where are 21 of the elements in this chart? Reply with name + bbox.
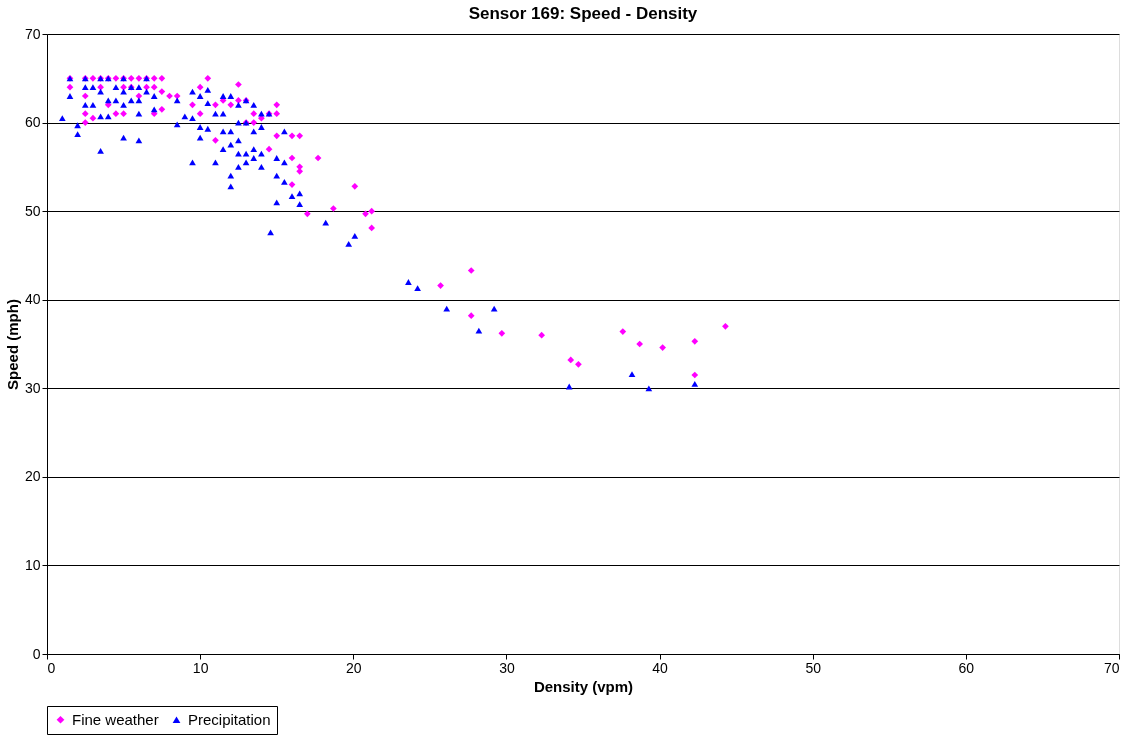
y-tick-label: 10 (24, 556, 41, 573)
x-tick-label: 30 (499, 659, 515, 676)
legend-label: Precipitation (188, 710, 271, 728)
legend-label: Fine weather (72, 710, 159, 728)
x-axis-title: Density (vpm) (533, 677, 634, 695)
y-tick-label: 50 (24, 202, 41, 219)
y-tick-label: 40 (24, 291, 41, 308)
y-axis-title: Speed (mph) (3, 299, 21, 390)
y-tick-label: 20 (24, 468, 41, 485)
x-tick-label: 70 (1103, 659, 1120, 676)
x-tick-label: 50 (805, 659, 822, 676)
x-tick-label: 20 (346, 659, 362, 676)
y-tick-label: 30 (24, 379, 41, 396)
x-tick-label: 60 (958, 659, 975, 676)
x-tick-label: 0 (47, 659, 56, 676)
y-tick-label: 0 (32, 645, 41, 662)
y-tick-label: 60 (24, 114, 41, 131)
y-tick-label: 70 (24, 25, 41, 42)
chart-title: Sensor 169: Speed - Density (468, 4, 698, 23)
x-tick-label: 40 (652, 659, 669, 676)
x-tick-label: 10 (192, 659, 209, 676)
